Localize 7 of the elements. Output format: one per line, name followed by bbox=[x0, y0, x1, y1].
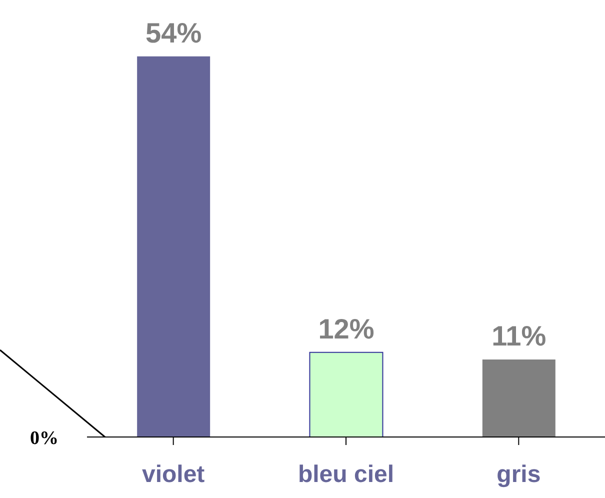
data-label: 11% bbox=[492, 320, 546, 352]
data-label: 12% bbox=[318, 313, 374, 344]
x-tick-label: gris bbox=[496, 461, 541, 488]
x-tick-label: violet bbox=[142, 461, 205, 488]
x-tick-label: bleu ciel bbox=[298, 461, 394, 488]
annotation: 0% bbox=[30, 428, 58, 449]
data-label: 54% bbox=[146, 17, 202, 48]
